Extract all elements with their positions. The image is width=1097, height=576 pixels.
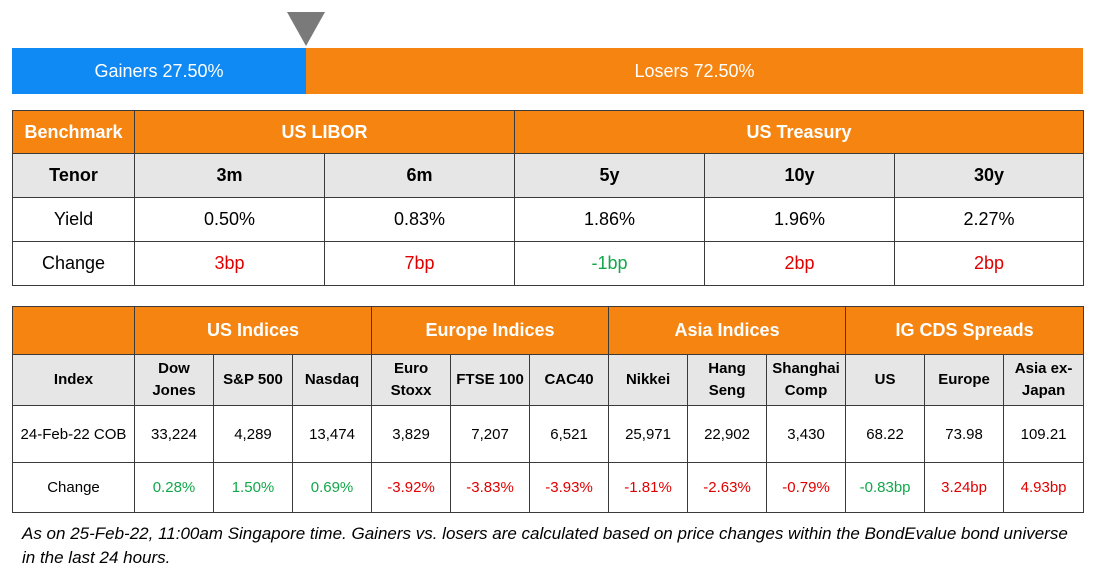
index-change-label: Change [12, 462, 135, 513]
index-change-cell: 3.24bp [924, 462, 1005, 513]
index-header-blank [12, 306, 135, 355]
group-header-asia: Asia Indices [608, 306, 847, 355]
losers-bar: Losers 72.50% [306, 48, 1083, 94]
index-change-cell: -0.79% [766, 462, 847, 513]
yield-cell: 1.96% [704, 197, 896, 242]
column-header: Dow Jones [134, 354, 214, 406]
column-header: S&P 500 [213, 354, 293, 406]
rate-change-label: Change [12, 241, 135, 286]
column-header: Nikkei [608, 354, 689, 406]
close-cell: 4,289 [213, 405, 293, 463]
footnote: As on 25-Feb-22, 11:00am Singapore time.… [22, 524, 1068, 567]
close-cell: 109.21 [1003, 405, 1085, 463]
group-header-europe: Europe Indices [371, 306, 610, 355]
group-header-cds: IG CDS Spreads [845, 306, 1085, 355]
index-change-cell: 1.50% [213, 462, 293, 513]
yield-cell: 0.50% [134, 197, 325, 242]
rate-change-cell: 7bp [323, 241, 516, 286]
rates-table: Benchmark US LIBOR US Treasury Tenor 3m … [12, 110, 1085, 286]
close-cell: 68.22 [845, 405, 926, 463]
rate-change-cell: 2bp [894, 241, 1085, 286]
rate-change-cell: 3bp [134, 241, 325, 286]
rate-change-cell: -1bp [514, 241, 706, 286]
column-header: Nasdaq [291, 354, 373, 406]
column-header: FTSE 100 [450, 354, 531, 406]
column-header: Asia ex- Japan [1003, 354, 1085, 406]
index-change-cell: 0.28% [134, 462, 214, 513]
index-change-cell: -2.63% [687, 462, 768, 513]
close-cell: 22,902 [687, 405, 768, 463]
index-change-cell: -3.92% [371, 462, 452, 513]
close-cell: 6,521 [529, 405, 610, 463]
benchmark-header: Benchmark [12, 110, 135, 154]
close-label: 24-Feb-22 COB [12, 405, 135, 463]
column-header: Hang Seng [687, 354, 768, 406]
close-cell: 3,430 [766, 405, 847, 463]
group-header-us: US Indices [133, 306, 373, 355]
close-cell: 3,829 [371, 405, 452, 463]
index-change-cell: -1.81% [608, 462, 689, 513]
close-cell: 25,971 [608, 405, 689, 463]
yield-label: Yield [12, 197, 135, 242]
losers-label: Losers 72.50% [634, 60, 755, 81]
libor-header: US LIBOR [133, 110, 516, 154]
column-header: Shanghai Comp [766, 354, 847, 406]
tenor-cell: 3m [134, 153, 325, 198]
tenor-cell: 6m [323, 153, 516, 198]
index-change-cell: 0.69% [291, 462, 373, 513]
index-change-cell: -3.83% [450, 462, 531, 513]
close-cell: 33,224 [134, 405, 214, 463]
tenor-cell: 5y [514, 153, 706, 198]
column-header: US [845, 354, 926, 406]
tenor-cell: 10y [704, 153, 896, 198]
index-change-cell: 4.93bp [1003, 462, 1085, 513]
breadth-marker-icon [287, 12, 325, 46]
close-cell: 73.98 [924, 405, 1005, 463]
yield-cell: 1.86% [514, 197, 706, 242]
indices-table: US Indices Europe Indices Asia Indices I… [12, 306, 1085, 513]
gainers-label: Gainers 27.50% [94, 60, 224, 81]
column-header: CAC40 [529, 354, 610, 406]
tenor-label: Tenor [12, 153, 135, 198]
column-header: Euro Stoxx [371, 354, 452, 406]
column-header: Europe [924, 354, 1005, 406]
index-change-cell: -0.83bp [845, 462, 926, 513]
gainers-bar: Gainers 27.50% [12, 48, 306, 94]
rate-change-cell: 2bp [704, 241, 896, 286]
treasury-header: US Treasury [514, 110, 1085, 154]
yield-cell: 2.27% [894, 197, 1085, 242]
index-change-cell: -3.93% [529, 462, 610, 513]
yield-cell: 0.83% [323, 197, 516, 242]
tenor-cell: 30y [894, 153, 1085, 198]
index-label: Index [12, 354, 135, 406]
close-cell: 13,474 [291, 405, 373, 463]
close-cell: 7,207 [450, 405, 531, 463]
